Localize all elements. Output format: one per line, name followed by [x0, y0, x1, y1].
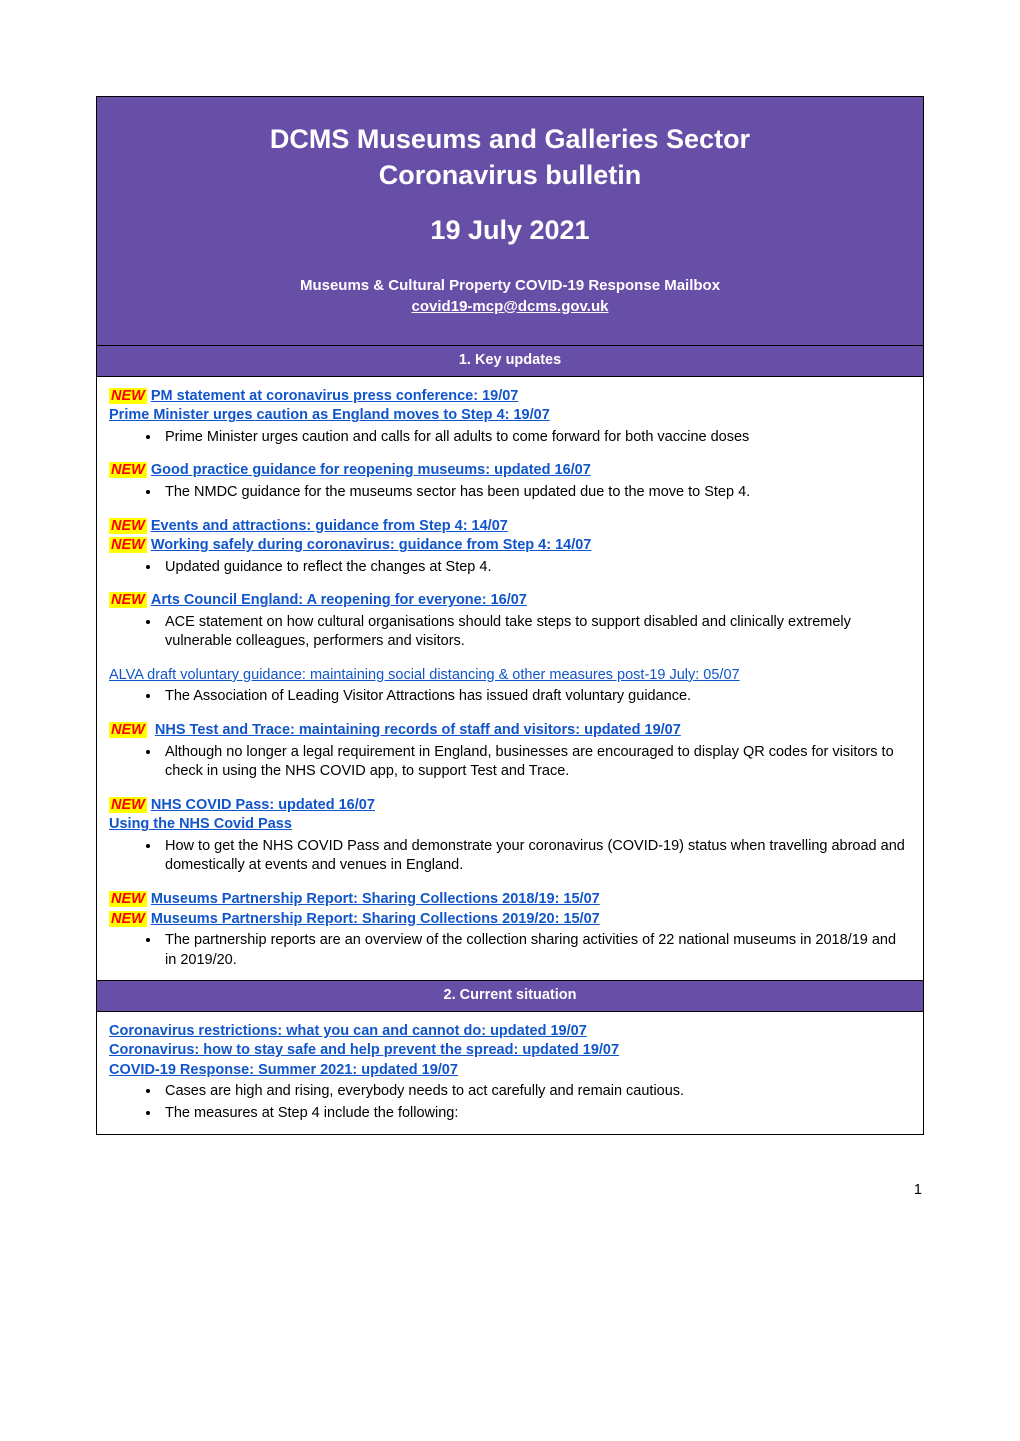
- entry-line: Using the NHS Covid Pass: [109, 815, 911, 835]
- new-badge: NEW: [109, 722, 147, 738]
- title-line2: Coronavirus bulletin: [379, 160, 642, 190]
- section-1-content: NEW PM statement at coronavirus press co…: [97, 377, 923, 982]
- entry-line: Coronavirus: how to stay safe and help p…: [109, 1041, 911, 1061]
- bullet-list: The partnership reports are an overview …: [161, 931, 911, 970]
- bullet-item: The measures at Step 4 include the follo…: [161, 1104, 911, 1124]
- doc-link[interactable]: COVID-19 Response: Summer 2021: updated …: [109, 1062, 458, 1078]
- entry-line: NEW Good practice guidance for reopening…: [109, 461, 911, 481]
- doc-link[interactable]: ALVA draft voluntary guidance: maintaini…: [109, 667, 740, 683]
- entry-line: COVID-19 Response: Summer 2021: updated …: [109, 1061, 911, 1081]
- bullet-item: The partnership reports are an overview …: [161, 931, 911, 970]
- entry-line: NEW Arts Council England: A reopening fo…: [109, 591, 911, 611]
- bullet-list: Although no longer a legal requirement i…: [161, 743, 911, 782]
- doc-link[interactable]: Using the NHS Covid Pass: [109, 816, 292, 832]
- bullet-item: ACE statement on how cultural organisati…: [161, 613, 911, 652]
- entry-group: Coronavirus restrictions: what you can a…: [109, 1022, 911, 1124]
- entry-line: NEW Museums Partnership Report: Sharing …: [109, 910, 911, 930]
- section-heading-1: 1. Key updates: [97, 346, 923, 377]
- bullet-list: The Association of Leading Visitor Attra…: [161, 687, 911, 707]
- doc-link[interactable]: Coronavirus restrictions: what you can a…: [109, 1023, 587, 1039]
- bullet-item: Updated guidance to reflect the changes …: [161, 558, 911, 578]
- bulletin-title: DCMS Museums and Galleries Sector Corona…: [145, 121, 875, 194]
- new-badge: NEW: [109, 891, 147, 907]
- bullet-item: Cases are high and rising, everybody nee…: [161, 1082, 911, 1102]
- entry-line: NEW NHS COVID Pass: updated 16/07: [109, 796, 911, 816]
- new-badge: NEW: [109, 518, 147, 534]
- entry-group: NEW Arts Council England: A reopening fo…: [109, 591, 911, 652]
- mailbox-email-link[interactable]: covid19-mcp@dcms.gov.uk: [412, 298, 609, 315]
- doc-link[interactable]: Prime Minister urges caution as England …: [109, 407, 550, 423]
- bullet-list: Prime Minister urges caution and calls f…: [161, 428, 911, 448]
- entry-line: Coronavirus restrictions: what you can a…: [109, 1022, 911, 1042]
- bullet-item: How to get the NHS COVID Pass and demons…: [161, 837, 911, 876]
- doc-link[interactable]: Good practice guidance for reopening mus…: [151, 462, 591, 478]
- section-heading-2: 2. Current situation: [97, 981, 923, 1012]
- section-2-content: Coronavirus restrictions: what you can a…: [97, 1012, 923, 1134]
- entry-line: NEW Museums Partnership Report: Sharing …: [109, 890, 911, 910]
- entry-group: NEW Museums Partnership Report: Sharing …: [109, 890, 911, 970]
- new-badge: NEW: [109, 911, 147, 927]
- entry-line: NEW NHS Test and Trace: maintaining reco…: [109, 721, 911, 741]
- new-badge: NEW: [109, 592, 147, 608]
- mailbox-label: Museums & Cultural Property COVID-19 Res…: [145, 276, 875, 296]
- doc-link[interactable]: Coronavirus: how to stay safe and help p…: [109, 1042, 619, 1058]
- doc-link[interactable]: NHS Test and Trace: maintaining records …: [155, 722, 681, 738]
- entry-line: NEW Events and attractions: guidance fro…: [109, 517, 911, 537]
- entry-line: ALVA draft voluntary guidance: maintaini…: [109, 666, 911, 686]
- bullet-item: The NMDC guidance for the museums sector…: [161, 483, 911, 503]
- bulletin-container: DCMS Museums and Galleries Sector Corona…: [96, 96, 924, 1135]
- new-badge: NEW: [109, 537, 147, 553]
- bullet-list: Cases are high and rising, everybody nee…: [161, 1082, 911, 1123]
- new-badge: NEW: [109, 462, 147, 478]
- bullet-list: Updated guidance to reflect the changes …: [161, 558, 911, 578]
- new-badge: NEW: [109, 388, 147, 404]
- entry-line: NEW PM statement at coronavirus press co…: [109, 387, 911, 407]
- doc-link[interactable]: Working safely during coronavirus: guida…: [151, 537, 591, 553]
- bullet-item: The Association of Leading Visitor Attra…: [161, 687, 911, 707]
- doc-link[interactable]: PM statement at coronavirus press confer…: [151, 388, 518, 404]
- bullet-list: ACE statement on how cultural organisati…: [161, 613, 911, 652]
- bullet-list: The NMDC guidance for the museums sector…: [161, 483, 911, 503]
- doc-link[interactable]: Museums Partnership Report: Sharing Coll…: [151, 891, 600, 907]
- entry-group: NEW PM statement at coronavirus press co…: [109, 387, 911, 448]
- title-line1: DCMS Museums and Galleries Sector: [270, 124, 750, 154]
- entry-line: Prime Minister urges caution as England …: [109, 406, 911, 426]
- new-badge: NEW: [109, 797, 147, 813]
- entry-group: NEW Good practice guidance for reopening…: [109, 461, 911, 502]
- page-number: 1: [96, 1181, 924, 1201]
- entry-group: NEW NHS Test and Trace: maintaining reco…: [109, 721, 911, 782]
- doc-link[interactable]: Events and attractions: guidance from St…: [151, 518, 508, 534]
- bulletin-date: 19 July 2021: [145, 212, 875, 248]
- bullet-list: How to get the NHS COVID Pass and demons…: [161, 837, 911, 876]
- entry-group: NEW NHS COVID Pass: updated 16/07 Using …: [109, 796, 911, 876]
- entry-line: NEW Working safely during coronavirus: g…: [109, 536, 911, 556]
- entry-group: ALVA draft voluntary guidance: maintaini…: [109, 666, 911, 707]
- doc-link[interactable]: NHS COVID Pass: updated 16/07: [151, 797, 375, 813]
- bullet-item: Although no longer a legal requirement i…: [161, 743, 911, 782]
- doc-link[interactable]: Arts Council England: A reopening for ev…: [151, 592, 527, 608]
- bulletin-header: DCMS Museums and Galleries Sector Corona…: [97, 97, 923, 346]
- entry-group: NEW Events and attractions: guidance fro…: [109, 517, 911, 578]
- bullet-item: Prime Minister urges caution and calls f…: [161, 428, 911, 448]
- doc-link[interactable]: Museums Partnership Report: Sharing Coll…: [151, 911, 600, 927]
